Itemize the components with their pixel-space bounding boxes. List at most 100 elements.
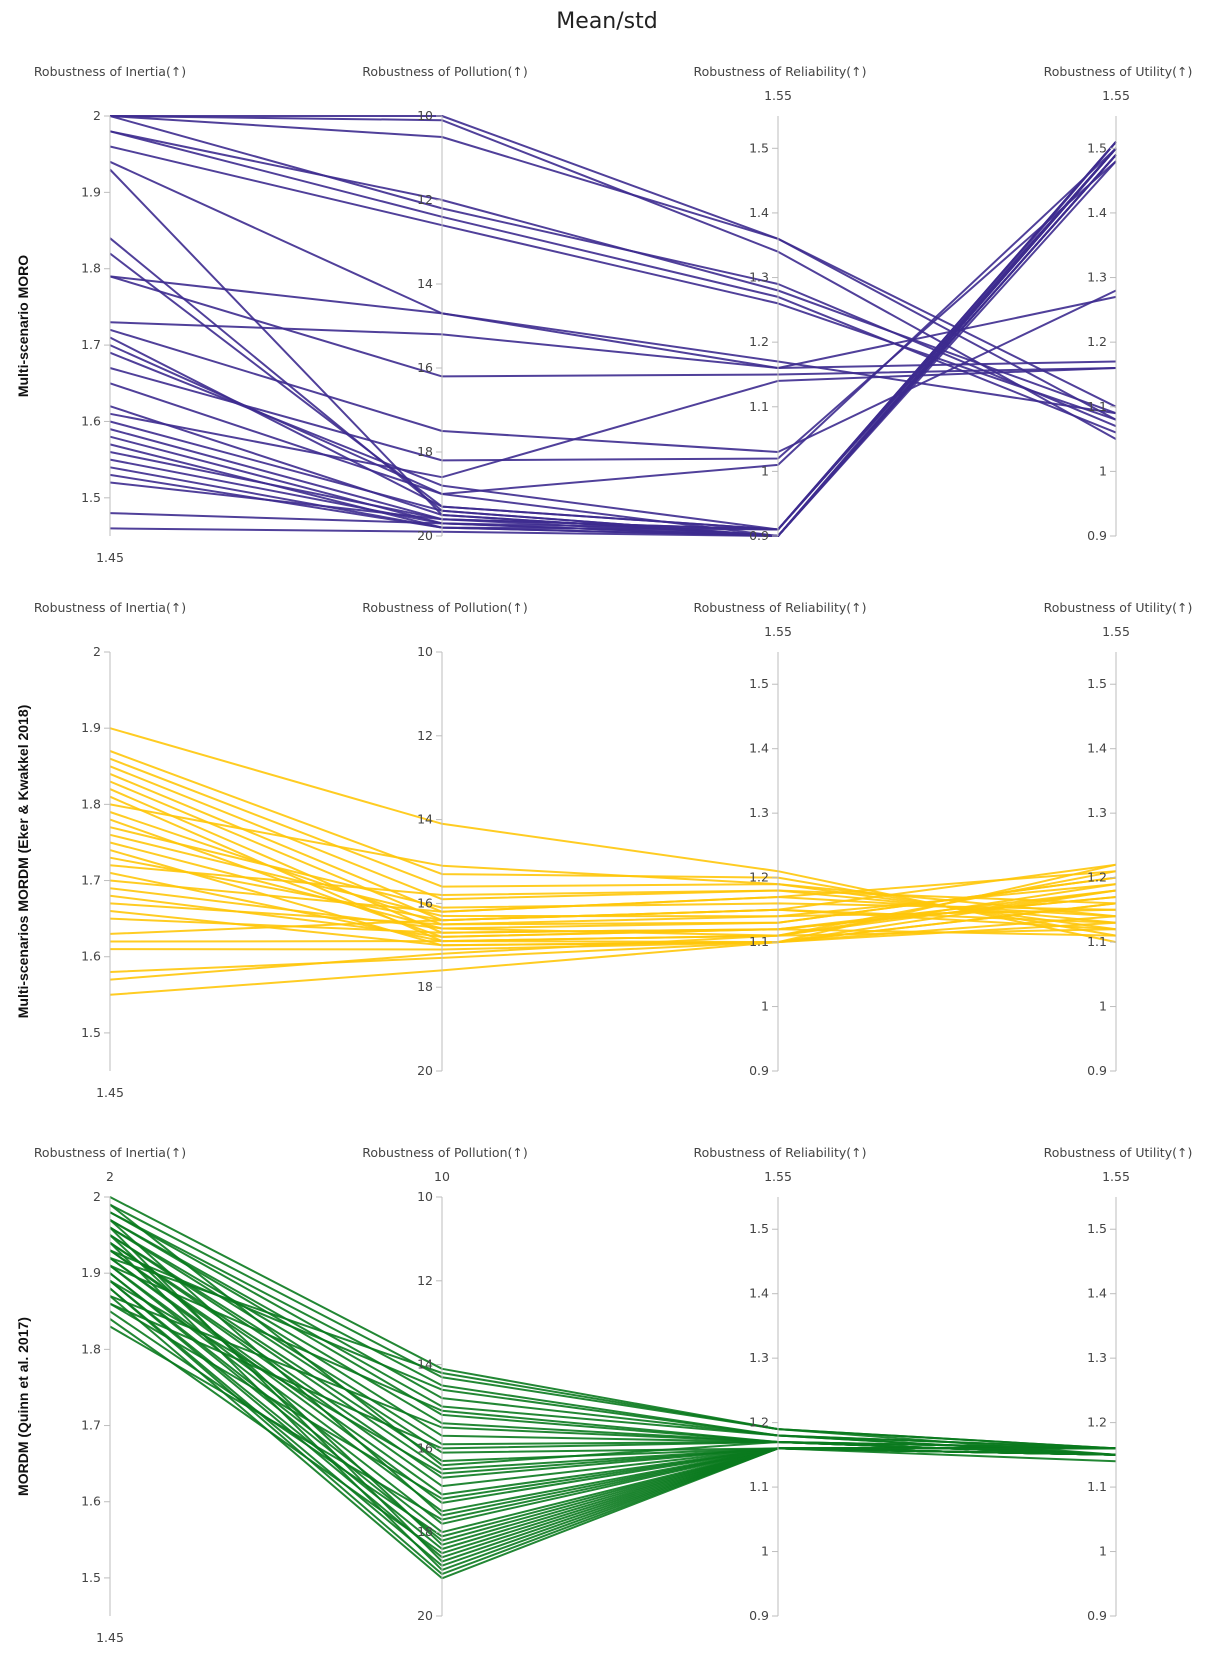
tick-label: 1.4 xyxy=(1087,741,1107,756)
series-lines xyxy=(109,115,1117,537)
data-line-10 xyxy=(109,1234,1116,1454)
axis-4: Robustness of Utility(↑) 0.9 1 1.1 1.2 1.3 1.4… xyxy=(1044,600,1193,1078)
data-line-39 xyxy=(109,1241,1116,1571)
tick-label: 1.9 xyxy=(81,720,101,735)
axis-2: Robustness of Pollution(↑) 10 12 14 16 18 20 10 xyxy=(362,1145,527,1623)
axis-title: Robustness of Utility(↑) xyxy=(1044,600,1193,615)
tick-label: 0.9 xyxy=(749,528,769,543)
tick-label: 1.4 xyxy=(749,1286,769,1301)
axis-1: Robustness of Inertia(↑) 1.5 1.6 1.7 1.8 1.9 2… xyxy=(34,1145,186,1645)
tick-label: 1.5 xyxy=(749,140,769,155)
axis-1: Robustness of Inertia(↑) 1.5 1.6 1.7 1.8 1.9 2… xyxy=(34,600,186,1100)
row-label: MORDM (Quinn et al. 2017) xyxy=(15,1317,31,1496)
tick-label: 1.9 xyxy=(81,1265,101,1280)
tick-label: 1.8 xyxy=(81,261,101,276)
axis-title: Robustness of Pollution(↑) xyxy=(362,1145,527,1160)
series-lines xyxy=(109,1196,1117,1580)
tick-label: 1.3 xyxy=(1087,270,1107,285)
tick-label: 16 xyxy=(417,360,433,375)
tick-label: 0.9 xyxy=(1087,528,1107,543)
axis-title: Robustness of Inertia(↑) xyxy=(34,1145,186,1160)
data-line-28 xyxy=(109,915,1117,973)
data-line-25 xyxy=(109,1295,1116,1580)
tick-label: 1 xyxy=(1099,1544,1107,1559)
data-line-8 xyxy=(109,160,1117,415)
panels: Multi-scenario MORO Robustness of Inertia… xyxy=(15,64,1192,1645)
data-line-2 xyxy=(110,115,1117,421)
tick-label: 1 xyxy=(761,463,769,478)
series-lines xyxy=(109,727,1117,996)
tick-label: 1.8 xyxy=(81,1341,101,1356)
tick-label: 1.4 xyxy=(749,741,769,756)
row-label: Multi-scenario MORO xyxy=(15,255,31,397)
tick-label: 1.6 xyxy=(81,1494,101,1509)
tick-label: 1.1 xyxy=(1087,399,1107,414)
tick-label: 0.9 xyxy=(1087,1063,1107,1078)
tick-label: 14 xyxy=(417,276,433,291)
data-line-2 xyxy=(109,1203,1117,1450)
tick-label: 1.8 xyxy=(81,796,101,811)
tick-label: 1 xyxy=(761,999,769,1014)
tick-label: 1.5 xyxy=(81,490,101,505)
tick-label: 1.7 xyxy=(81,873,101,888)
tick-label: 1.5 xyxy=(1087,140,1107,155)
tick-label: 1.6 xyxy=(81,413,101,428)
axis-title: Robustness of Pollution(↑) xyxy=(362,600,527,615)
tick-label: 1.1 xyxy=(1087,934,1107,949)
data-line-3 xyxy=(109,115,1117,408)
tick-label: 20 xyxy=(417,528,433,543)
axis-bottom-end-label: 1.45 xyxy=(96,1630,124,1645)
tick-label: 1 xyxy=(1099,999,1107,1014)
data-line-11 xyxy=(109,141,1117,531)
data-line-6 xyxy=(109,130,1117,434)
data-line-28 xyxy=(109,147,1117,537)
axis-title: Robustness of Utility(↑) xyxy=(1044,1145,1193,1160)
tick-label: 1.9 xyxy=(81,184,101,199)
tick-label: 1.2 xyxy=(749,1415,769,1430)
tick-label: 1.3 xyxy=(749,270,769,285)
tick-label: 1.5 xyxy=(749,1221,769,1236)
data-line-19 xyxy=(109,879,1117,918)
tick-label: 18 xyxy=(417,444,433,459)
axis-2: Robustness of Pollution(↑) 10 12 14 16 18 20 xyxy=(362,600,527,1078)
tick-label: 12 xyxy=(417,1273,433,1288)
tick-label: 1.5 xyxy=(1087,1221,1107,1236)
tick-label: 1.2 xyxy=(749,334,769,349)
data-line-30 xyxy=(109,889,1117,996)
axis-3: Robustness of Reliability(↑) 0.9 1 1.1 1.2 1.… xyxy=(694,600,867,1078)
data-line-33 xyxy=(109,154,1117,537)
tick-label: 16 xyxy=(417,1440,433,1455)
axis-3: Robustness of Reliability(↑) 0.9 1 1.1 1.2 1.… xyxy=(694,64,867,543)
axis-top-end-label: 1.55 xyxy=(764,88,792,103)
tick-label: 20 xyxy=(417,1608,433,1623)
tick-label: 10 xyxy=(417,108,433,123)
data-line-14 xyxy=(109,295,1117,369)
tick-label: 1.2 xyxy=(1087,870,1107,885)
data-line-27 xyxy=(109,902,1117,951)
data-line-5 xyxy=(109,772,1117,913)
tick-label: 18 xyxy=(417,979,433,994)
tick-label: 1 xyxy=(761,1544,769,1559)
tick-label: 1.1 xyxy=(749,1479,769,1494)
tick-label: 1.7 xyxy=(81,337,101,352)
tick-label: 2 xyxy=(93,644,101,659)
tick-label: 12 xyxy=(417,728,433,743)
axis-bottom-end-label: 1.45 xyxy=(96,550,124,565)
tick-label: 0.9 xyxy=(749,1608,769,1623)
axis-title: Robustness of Inertia(↑) xyxy=(34,64,186,79)
panel-2: Multi-scenarios MORDM (Eker & Kwakkel 20… xyxy=(15,600,1192,1100)
axis-top-end-label: 1.55 xyxy=(1102,1169,1130,1184)
axis-1: Robustness of Inertia(↑) 1.5 1.6 1.7 1.8 1.9 2… xyxy=(34,64,186,565)
tick-label: 1.3 xyxy=(749,805,769,820)
axis-4: Robustness of Utility(↑) 0.9 1 1.1 1.2 1.3 1.4… xyxy=(1044,1145,1193,1623)
tick-label: 10 xyxy=(417,644,433,659)
data-line-32 xyxy=(109,147,1117,531)
tick-label: 14 xyxy=(417,812,433,827)
tick-label: 1.4 xyxy=(1087,1286,1107,1301)
tick-label: 1.3 xyxy=(749,1350,769,1365)
tick-label: 0.9 xyxy=(749,1063,769,1078)
axis-2: Robustness of Pollution(↑) 10 12 14 16 18 20 xyxy=(362,64,527,543)
tick-label: 1.2 xyxy=(1087,1415,1107,1430)
data-line-38 xyxy=(109,1226,1117,1563)
row-label: Multi-scenarios MORDM (Eker & Kwakkel 20… xyxy=(15,705,31,1019)
